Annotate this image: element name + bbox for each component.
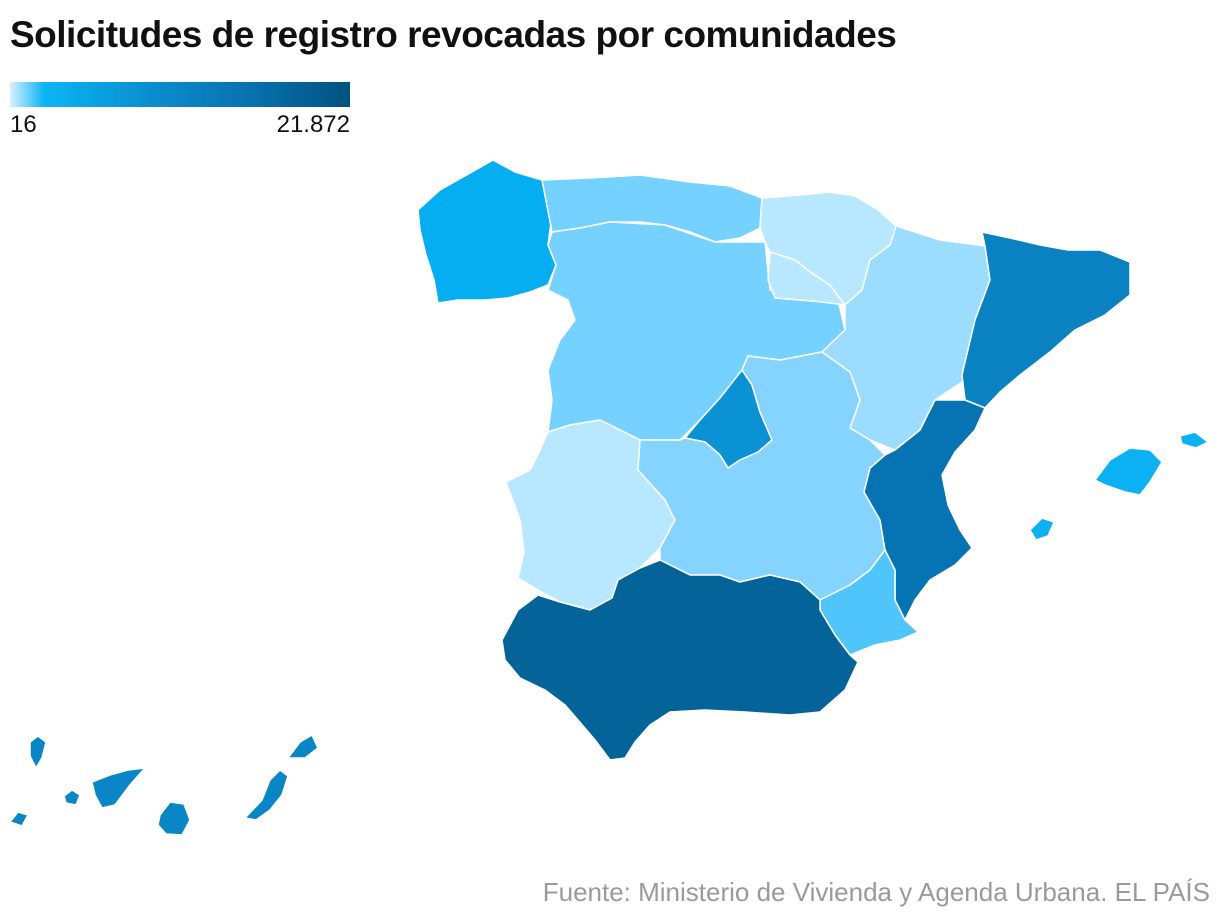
region-baleares-ibiza[interactable] xyxy=(1029,517,1055,541)
region-canarias-el-hierro[interactable] xyxy=(9,811,29,827)
region-canarias-la-gomera[interactable] xyxy=(63,789,81,806)
legend-gradient-bar xyxy=(10,82,350,107)
region-canarias-tenerife[interactable] xyxy=(91,767,146,809)
legend-max-label: 21.872 xyxy=(276,111,350,138)
region-canarias-gran-canaria[interactable] xyxy=(157,801,191,836)
region-comunidad-valenciana[interactable] xyxy=(863,399,986,621)
region-baleares-mallorca[interactable] xyxy=(1094,447,1163,496)
region-canarias-la-palma[interactable] xyxy=(29,735,47,769)
color-legend: 16 21.872 xyxy=(10,82,350,139)
source-note: Fuente: Ministerio de Vivienda y Agenda … xyxy=(542,877,1210,907)
region-galicia[interactable] xyxy=(417,159,557,304)
region-la-rioja[interactable] xyxy=(767,251,846,306)
region-canarias-fuerteventura[interactable] xyxy=(244,769,289,821)
region-canarias-lanzarote[interactable] xyxy=(287,734,319,759)
map-title: Solicitudes de registro revocadas por co… xyxy=(10,14,897,55)
region-baleares-menorca[interactable] xyxy=(1179,431,1209,449)
region-andalucia[interactable] xyxy=(501,559,859,761)
legend-min-label: 16 xyxy=(10,111,37,138)
region-cataluna[interactable] xyxy=(961,231,1131,409)
